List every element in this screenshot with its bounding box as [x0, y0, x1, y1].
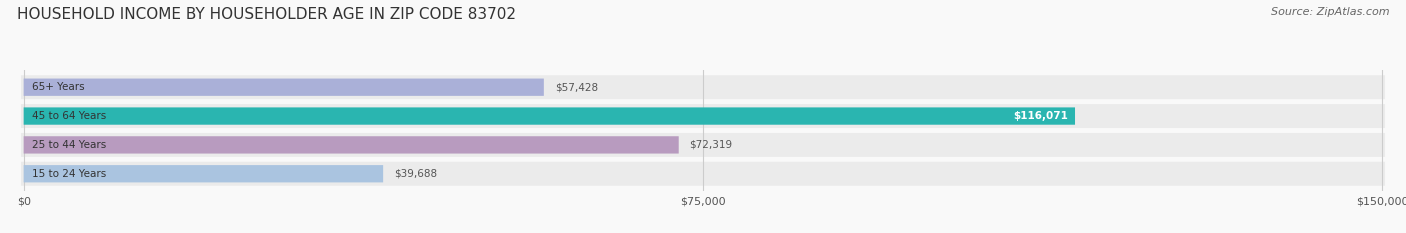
Text: $72,319: $72,319 [689, 140, 733, 150]
Text: $116,071: $116,071 [1014, 111, 1069, 121]
FancyBboxPatch shape [24, 165, 384, 182]
Text: 65+ Years: 65+ Years [32, 82, 84, 92]
Text: 15 to 24 Years: 15 to 24 Years [32, 169, 105, 179]
FancyBboxPatch shape [24, 107, 1076, 125]
Text: 45 to 64 Years: 45 to 64 Years [32, 111, 105, 121]
FancyBboxPatch shape [21, 162, 1385, 186]
Text: 25 to 44 Years: 25 to 44 Years [32, 140, 105, 150]
Text: HOUSEHOLD INCOME BY HOUSEHOLDER AGE IN ZIP CODE 83702: HOUSEHOLD INCOME BY HOUSEHOLDER AGE IN Z… [17, 7, 516, 22]
Text: $39,688: $39,688 [394, 169, 437, 179]
Text: $57,428: $57,428 [555, 82, 598, 92]
Text: Source: ZipAtlas.com: Source: ZipAtlas.com [1271, 7, 1389, 17]
FancyBboxPatch shape [21, 75, 1385, 99]
FancyBboxPatch shape [21, 104, 1385, 128]
FancyBboxPatch shape [24, 136, 679, 154]
FancyBboxPatch shape [24, 79, 544, 96]
FancyBboxPatch shape [21, 133, 1385, 157]
